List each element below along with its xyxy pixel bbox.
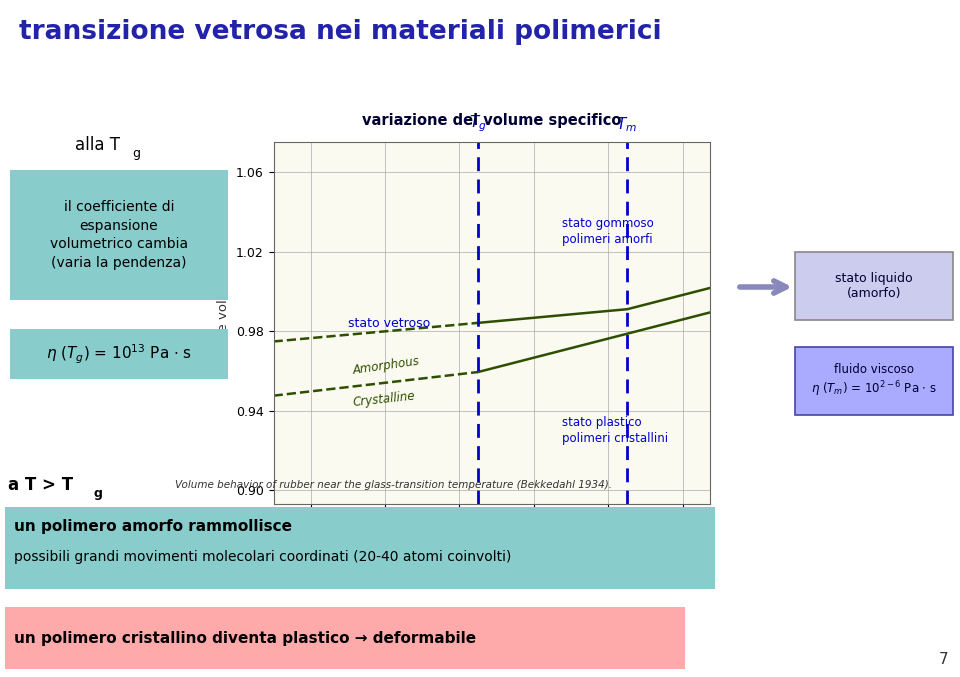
FancyBboxPatch shape — [795, 252, 953, 320]
Text: Amorphous: Amorphous — [351, 355, 420, 377]
Text: $T_g$: $T_g$ — [469, 114, 487, 134]
Text: transizione vetrosa nei materiali polimerici: transizione vetrosa nei materiali polime… — [19, 19, 661, 45]
FancyBboxPatch shape — [10, 329, 228, 379]
Text: alla T: alla T — [75, 136, 120, 154]
Y-axis label: Relative volume: Relative volume — [218, 269, 230, 377]
Text: $T_m$: $T_m$ — [616, 116, 637, 134]
FancyBboxPatch shape — [5, 507, 715, 589]
Text: polimeri cristallini: polimeri cristallini — [562, 432, 668, 445]
X-axis label: Temperature, °C: Temperature, °C — [438, 533, 546, 546]
Text: stato vetroso: stato vetroso — [348, 317, 430, 330]
Text: un polimero amorfo rammollisce: un polimero amorfo rammollisce — [14, 519, 292, 535]
Text: stato liquido
(amorfo): stato liquido (amorfo) — [835, 272, 913, 300]
Text: variazione del volume specifico: variazione del volume specifico — [362, 113, 622, 128]
FancyBboxPatch shape — [795, 347, 953, 415]
Text: g: g — [132, 146, 140, 160]
FancyBboxPatch shape — [5, 607, 685, 669]
Text: polimeri amorfi: polimeri amorfi — [562, 233, 653, 246]
Text: il coefficiente di
espansione
volumetrico cambia
(varia la pendenza): il coefficiente di espansione volumetric… — [50, 200, 188, 269]
Text: fluido viscoso
$\eta$ ($T_m$) = 10$^{2-6}$ Pa $\cdot$ s: fluido viscoso $\eta$ ($T_m$) = 10$^{2-6… — [811, 364, 937, 399]
Text: un polimero cristallino diventa plastico → deformabile: un polimero cristallino diventa plastico… — [14, 630, 476, 645]
Text: a T > T: a T > T — [8, 476, 73, 494]
FancyBboxPatch shape — [10, 170, 228, 300]
Text: 7: 7 — [938, 652, 948, 667]
Text: Volume behavior of rubber near the glass-transition temperature (Bekkedahl 1934): Volume behavior of rubber near the glass… — [175, 480, 612, 490]
FancyArrowPatch shape — [740, 281, 786, 293]
Text: possibili grandi movimenti molecolari coordinati (20-40 atomi coinvolti): possibili grandi movimenti molecolari co… — [14, 550, 512, 564]
Text: Crystalline: Crystalline — [351, 389, 416, 409]
Text: $\eta$ ($T_g$) = 10$^{13}$ Pa $\cdot$ s: $\eta$ ($T_g$) = 10$^{13}$ Pa $\cdot$ s — [46, 343, 192, 366]
Text: g: g — [93, 487, 102, 500]
Text: stato plastico: stato plastico — [562, 416, 641, 429]
Text: stato gommoso: stato gommoso — [562, 217, 654, 230]
